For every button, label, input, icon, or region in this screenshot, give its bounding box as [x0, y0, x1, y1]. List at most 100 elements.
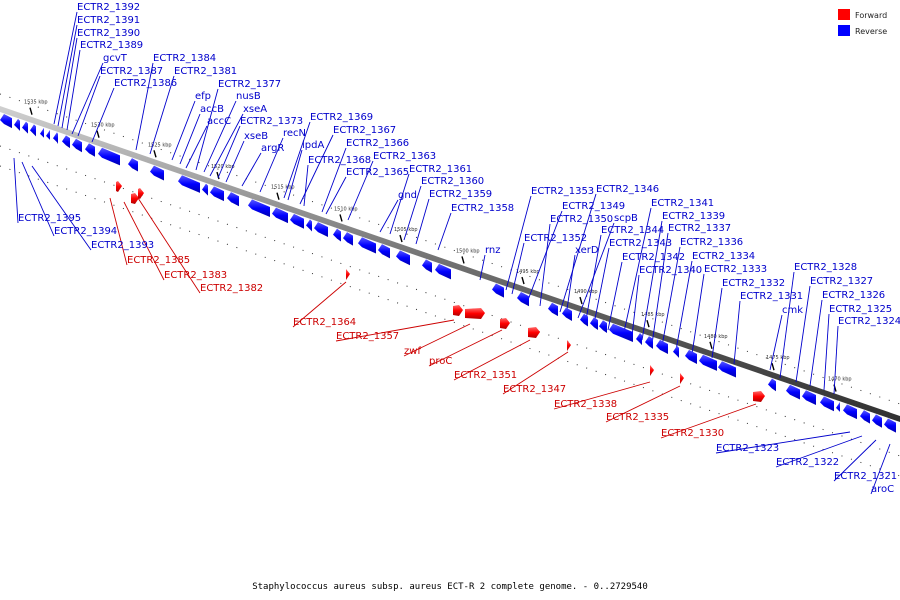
gene-label: ECTR2_1352 [524, 233, 587, 244]
kbp-tick-label: 1480 kbp [704, 334, 728, 340]
reverse-gene [802, 390, 816, 406]
gene-label: ECTR2_1340 [639, 265, 702, 276]
reverse-gene [290, 213, 304, 229]
gene-label: nusB [236, 91, 261, 102]
label-leader-line [77, 75, 101, 137]
gene-label: ECTR2_1322 [776, 457, 839, 468]
kbp-tick-mark [646, 319, 650, 328]
gene-label: argR [261, 143, 284, 154]
label-leader-line [715, 431, 851, 454]
gene-label: ECTR2_1331 [740, 291, 803, 302]
reverse-gene [599, 320, 607, 334]
gene-label: ECTR2_1357 [336, 331, 399, 342]
reverse-gene [62, 135, 70, 149]
genes [0, 114, 896, 433]
kbp-tick-mark [339, 214, 343, 222]
gene-label: proC [429, 356, 452, 367]
label-leader-line [479, 254, 486, 281]
label-leader-line [795, 285, 811, 383]
reverse-gene [843, 404, 857, 420]
reverse-gene [492, 283, 504, 298]
reverse-gene [673, 345, 679, 358]
kbp-tick-label: 1500 kbp [456, 248, 480, 254]
reverse-gene [248, 199, 270, 217]
reverse-gene [768, 378, 776, 392]
label-leader-line [335, 319, 455, 342]
forward-gene [465, 308, 485, 319]
kbp-tick-mark [709, 341, 713, 350]
gene-label: ECTR2_1332 [722, 278, 785, 289]
gene-label: ECTR2_1342 [622, 252, 685, 263]
reverse-gene [128, 158, 138, 172]
forward-gene [680, 373, 684, 384]
gene-label: ECTR2_1338 [554, 399, 617, 410]
kbp-tick-mark [399, 234, 403, 243]
label-leader-line [691, 273, 705, 355]
label-leader-line [651, 232, 669, 345]
label-leader-line [675, 260, 693, 351]
label-leader-line [505, 195, 532, 291]
label-leader-line [195, 88, 219, 171]
forward-gene [500, 318, 510, 329]
label-leader-line [321, 147, 347, 213]
kbp-tick-label: 1490 kbp [574, 289, 598, 295]
label-leader-line [149, 75, 175, 155]
gene-label: ECTR2_1360 [421, 176, 484, 187]
label-leader-line [631, 274, 640, 337]
reverse-gene [150, 165, 164, 181]
gene-label: ECTR2_1368 [308, 155, 371, 166]
gene-label: ECTR2_1387 [100, 66, 163, 77]
reverse-gene [343, 232, 353, 246]
kbp-tick-label: 1485 kbp [641, 312, 665, 318]
label-leader-line [137, 197, 201, 294]
gene-label: ECTR2_1363 [373, 151, 436, 162]
gene-label: ECTR2_1325 [829, 304, 892, 315]
label-leader-line [559, 193, 597, 313]
gene-label: ECTR2_1358 [451, 203, 514, 214]
label-leader-line [403, 185, 422, 241]
kbp-tick-label: 1535 kbp [24, 100, 48, 106]
reverse-gene [884, 418, 896, 433]
reverse-gene [636, 333, 642, 346]
gene-label: ECTR2_1391 [77, 15, 140, 26]
gene-label: ECTR2_1381 [174, 66, 237, 77]
reverse-gene [645, 336, 653, 349]
reverse-gene [580, 313, 588, 327]
reverse-gene [333, 228, 341, 242]
gene-label: ECTR2_1351 [454, 370, 517, 381]
label-leader-line [217, 125, 241, 179]
reverse-gene [378, 244, 390, 259]
reverse-gene [314, 222, 328, 237]
reverse-gene [358, 237, 376, 254]
label-leader-line [415, 198, 430, 245]
genome-backbone [0, 106, 900, 422]
reverse-gene [860, 410, 870, 424]
gene-label: ECTR2_1373 [240, 116, 303, 127]
gene-label: rnz [485, 245, 501, 256]
label-leader-line [389, 173, 410, 235]
kbp-tick-label: 1505 kbp [394, 227, 418, 233]
label-leader-line [577, 222, 615, 319]
label-leader-line [779, 271, 795, 379]
gene-label: ECTR2_1336 [680, 237, 743, 248]
label-leader-line [209, 113, 244, 177]
forward-gene [753, 391, 765, 402]
kbp-tick-label: 1530 kbp [91, 123, 115, 129]
kbp-tick-label: 1510 kbp [334, 206, 358, 212]
label-leader-line [870, 443, 891, 495]
reverse-gene [685, 349, 697, 365]
label-leader-line [283, 121, 311, 199]
gene-label: ECTR2_1366 [346, 138, 409, 149]
reverse-gene [40, 127, 44, 140]
reverse-gene [656, 339, 668, 355]
gene-label: ECTR2_1335 [606, 412, 669, 423]
gene-label: ECTR2_1330 [661, 428, 724, 439]
gene-label: ECTR2_1389 [80, 40, 143, 51]
label-leader-line [539, 223, 551, 307]
reverse-gene [517, 292, 529, 307]
gene-label: xerD [575, 245, 599, 256]
kbp-tick-label: 1470 kbp [828, 377, 852, 383]
label-leader-line [775, 435, 863, 468]
gene-label: ECTR2_1361 [409, 164, 472, 175]
